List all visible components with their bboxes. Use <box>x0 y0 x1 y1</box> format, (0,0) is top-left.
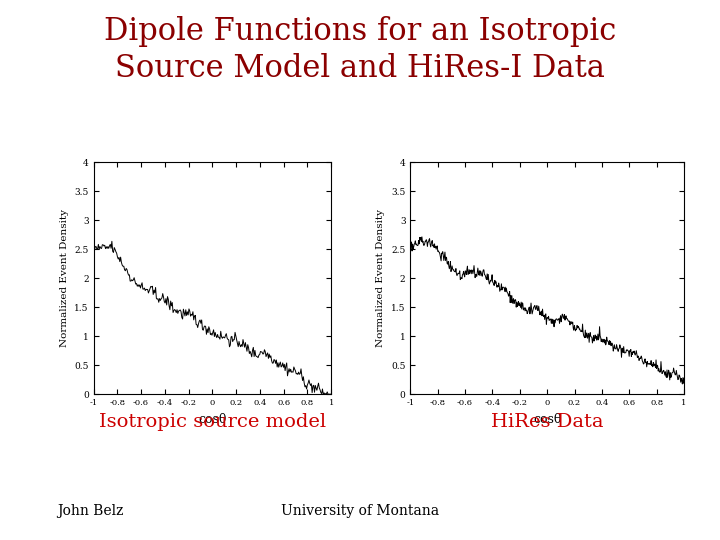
Y-axis label: Normalized Event Density: Normalized Event Density <box>377 209 385 347</box>
Text: Isotropic source model: Isotropic source model <box>99 413 326 431</box>
Text: Dipole Functions for an Isotropic
Source Model and HiRes-I Data: Dipole Functions for an Isotropic Source… <box>104 16 616 84</box>
Y-axis label: Normalized Event Density: Normalized Event Density <box>60 209 68 347</box>
Text: HiRes Data: HiRes Data <box>491 413 603 431</box>
Text: University of Montana: University of Montana <box>281 504 439 518</box>
Text: John Belz: John Belz <box>58 504 124 518</box>
X-axis label: cosθ: cosθ <box>198 413 227 426</box>
X-axis label: cosθ: cosθ <box>533 413 562 426</box>
